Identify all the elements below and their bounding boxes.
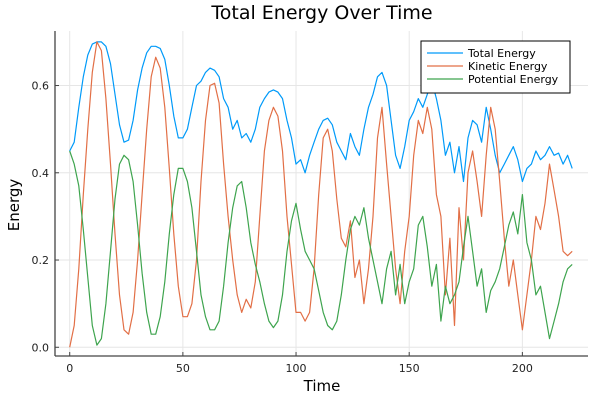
- series-line-potential-energy: [69, 150, 573, 346]
- x-tick-label: 50: [176, 362, 190, 375]
- x-tick-label: 100: [286, 362, 307, 375]
- x-axis-label: Time: [303, 377, 341, 395]
- legend-entry: Kinetic Energy: [468, 60, 548, 73]
- x-tick-label: 200: [512, 362, 533, 375]
- y-tick-label: 0.4: [32, 167, 50, 180]
- x-tick-label: 150: [399, 362, 420, 375]
- y-tick-label: 0.2: [32, 254, 50, 267]
- x-tick-label: 0: [66, 362, 73, 375]
- y-axis-label: Energy: [5, 179, 23, 232]
- x-ticks: 0 50 100 150 200: [66, 352, 533, 375]
- y-tick-label: 0.6: [32, 80, 50, 93]
- series-line-total-energy: [69, 41, 573, 183]
- series-line-kinetic-energy: [69, 41, 573, 348]
- chart-title: Total Energy Over Time: [210, 2, 432, 24]
- y-tick-label: 0.0: [32, 341, 50, 354]
- y-ticks: 0.0 0.2 0.4 0.6: [32, 80, 59, 354]
- legend-entry: Total Energy: [467, 47, 536, 60]
- series-group: [69, 41, 573, 348]
- legend-entry: Potential Energy: [468, 73, 559, 86]
- legend-box: [420, 40, 571, 94]
